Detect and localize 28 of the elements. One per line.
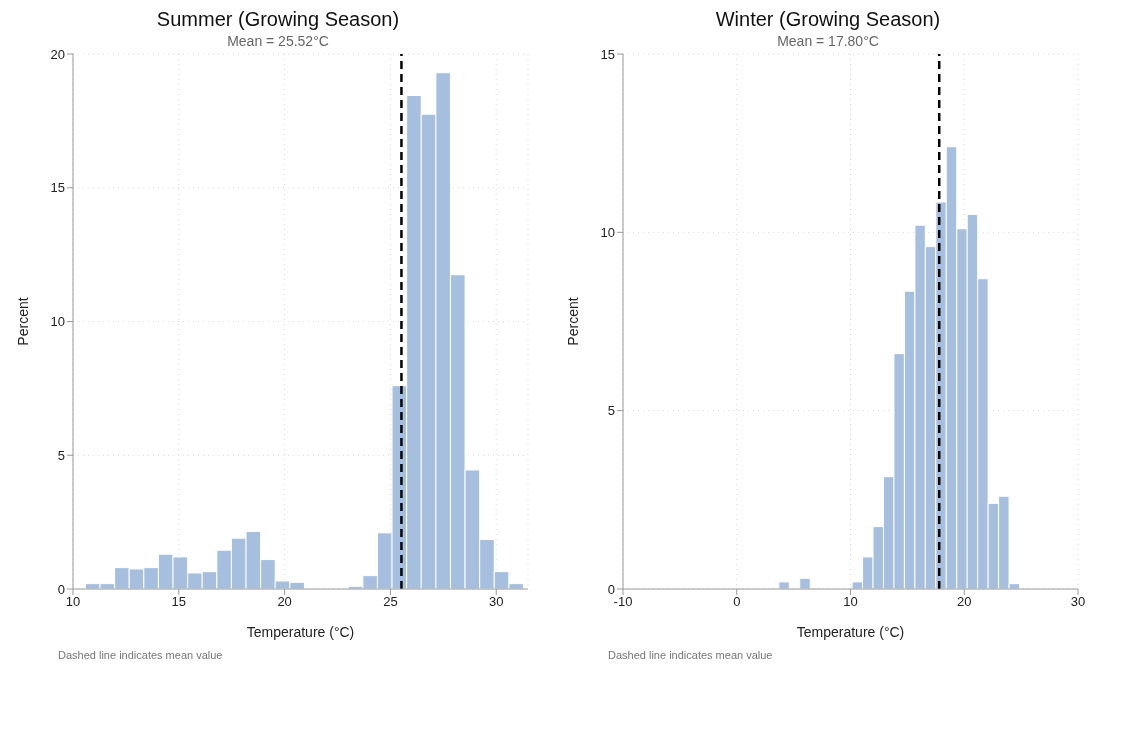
y-tick-label: 0	[57, 581, 65, 597]
x-tick-label: 20	[277, 594, 292, 610]
chart-subtitle: Mean = 17.80°C	[777, 33, 879, 49]
x-axis-title: Temperature (°C)	[246, 624, 355, 640]
y-tick-label: 20	[50, 46, 65, 62]
chart-title: Summer (Growing Season)	[155, 8, 401, 31]
x-tick-label: 25	[383, 594, 398, 610]
y-axis-title: Percent	[14, 297, 31, 346]
y-axis-title: Percent	[564, 297, 581, 346]
y-tick-label: 15	[600, 46, 615, 62]
y-tick-label: 5	[607, 403, 615, 419]
y-tick-label: 0	[607, 581, 615, 597]
y-tick-label: 5	[57, 447, 65, 463]
text: Dashed line indicates mean value	[608, 649, 774, 661]
x-tick-label: -10	[613, 594, 633, 610]
y-tick-label: 15	[50, 180, 65, 196]
x-axis-title: Temperature (°C)	[796, 624, 905, 640]
chart-title: Winter (Growing Season)	[714, 8, 942, 31]
chart-subtitle: Mean = 25.52°C	[227, 33, 329, 49]
x-tick-label: 20	[957, 594, 972, 610]
x-tick-label: 30	[1070, 594, 1086, 610]
text: Dashed line indicates mean value	[58, 649, 224, 661]
x-tick-label: 0	[733, 594, 741, 610]
x-tick-label: 10	[843, 594, 858, 610]
x-tick-label: 30	[489, 594, 504, 610]
y-tick-label: 10	[600, 224, 615, 240]
y-tick-label: 10	[50, 314, 65, 330]
x-tick-label: 15	[171, 594, 187, 610]
